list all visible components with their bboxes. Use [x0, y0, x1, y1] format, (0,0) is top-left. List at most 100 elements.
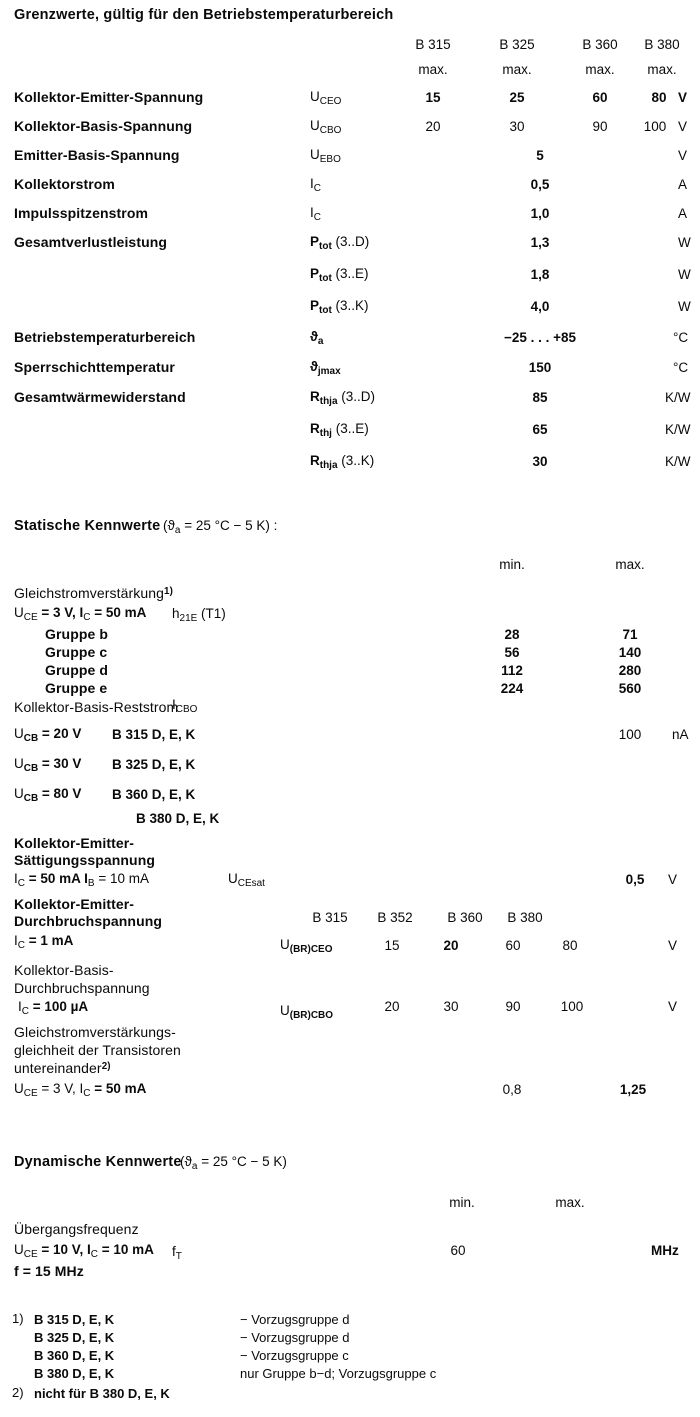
limits-unit: V [678, 90, 688, 105]
saturation-condition: IC = 50 mA IB = 10 mA [14, 871, 149, 889]
limits-unit: A [678, 206, 688, 221]
matching-label-line1: Gleichstromverstärkungs- [14, 1024, 176, 1040]
saturation-label-line2: Sättigungsspannung [14, 852, 156, 868]
breakdown-ceo-value: 80 [562, 938, 578, 953]
gain-group-min: 224 [500, 681, 524, 696]
dynamic-heading: Dynamische Kennwerte [14, 1154, 182, 1170]
saturation-unit: V [668, 872, 678, 887]
limits-unit: W [678, 299, 691, 314]
saturation-symbol: UCEsat [228, 871, 265, 889]
leakage-types: B 315 D, E, K [112, 727, 196, 742]
limits-span-value: 65 [532, 422, 548, 437]
footnote-marker-2: 2) [12, 1385, 24, 1400]
leakage-types: B 380 D, E, K [136, 811, 220, 826]
footnote-type: B 315 D, E, K [34, 1312, 115, 1327]
gain-group-min: 28 [504, 627, 520, 642]
footnote-note: nur Gruppe b−d; Vorzugsgruppe c [240, 1366, 437, 1381]
limits-row-symbol: ϑjmax [310, 359, 341, 377]
transit-symbol: fT [172, 1244, 182, 1262]
limits-unit: V [678, 148, 688, 163]
leakage-label: Kollektor-Basis-Reststrom [14, 699, 179, 715]
breakdown-cbo-value: 100 [560, 999, 584, 1014]
footnote-note: − Vorzugsgruppe c [240, 1348, 349, 1363]
footnote-marker-1: 1) [12, 1311, 24, 1326]
transit-unit: MHz [651, 1243, 679, 1258]
breakdown-type-header-0: B 315 [312, 910, 348, 925]
limits-span-value: 1,8 [530, 267, 550, 282]
dynamic-heading-condition: (ϑa = 25 °C − 5 K) [180, 1154, 287, 1172]
limits-row-symbol: ϑa [310, 329, 324, 347]
gain-group-max: 71 [622, 627, 638, 642]
transit-min: 60 [450, 1243, 466, 1258]
limits-row-label: Gesamtwärmewiderstand [14, 389, 186, 405]
limits-row-label: Kollektor-Emitter-Spannung [14, 89, 204, 105]
transit-label: Übergangsfrequenz [14, 1221, 139, 1237]
limits-sub-header-3: max. [647, 62, 677, 77]
breakdown-cbo-symbol: U(BR)CBO [280, 1003, 334, 1021]
limits-row-symbol: IC [310, 205, 321, 223]
breakdown-type-header-1: B 352 [377, 910, 413, 925]
limits-row-label: Impulsspitzenstrom [14, 205, 149, 221]
limits-cell-value: 80 [651, 90, 667, 105]
dynamic-col-min: min. [449, 1195, 475, 1210]
leakage-unit: nA [672, 727, 689, 742]
limits-span-value: 0,5 [530, 177, 550, 192]
gain-group-name: Gruppe b [45, 626, 109, 642]
breakdown-cbo-condition: IC = 100 µA [18, 999, 89, 1017]
gain-symbol: h21E (T1) [172, 606, 226, 624]
limits-row-label: Kollektor-Basis-Spannung [14, 118, 193, 134]
limits-row-label: Betriebstemperaturbereich [14, 329, 196, 345]
matching-label-line3: untereinander2) [14, 1060, 111, 1076]
limits-row-symbol: UCBO [310, 118, 342, 136]
limits-type-header-0: B 315 [415, 37, 451, 52]
breakdown-cbo-value: 20 [384, 999, 400, 1014]
matching-min: 0,8 [502, 1082, 522, 1097]
static-col-min: min. [499, 557, 525, 572]
limits-cell-value: 15 [425, 90, 441, 105]
footnote-note: − Vorzugsgruppe d [240, 1312, 350, 1327]
breakdown-cbo-label-line2: Durchbruchspannung [14, 980, 150, 996]
limits-unit: °C [673, 330, 689, 345]
limits-span-value: 1,0 [530, 206, 550, 221]
limits-row-symbol: Rthj (3..E) [310, 421, 369, 439]
breakdown-cbo-unit: V [668, 999, 678, 1014]
leakage-condition: UCB = 30 V [14, 756, 82, 774]
footnote-type: B 380 D, E, K [34, 1366, 115, 1381]
footnote-note: − Vorzugsgruppe d [240, 1330, 350, 1345]
gain-group-min: 112 [501, 663, 523, 678]
limits-span-value: 1,3 [530, 235, 550, 250]
limits-row-label: Gesamtverlustleistung [14, 234, 168, 250]
limits-type-header-2: B 360 [582, 37, 618, 52]
limits-type-header-1: B 325 [499, 37, 535, 52]
leakage-condition: UCB = 80 V [14, 786, 82, 804]
gain-title: Gleichstromverstärkung1) [14, 585, 173, 601]
limits-type-header-3: B 380 [644, 37, 680, 52]
gain-group-name: Gruppe e [45, 680, 108, 696]
limits-span-value: −25 . . . +85 [503, 330, 577, 345]
limits-row-label: Sperrschichttemperatur [14, 359, 175, 375]
static-heading-condition: (ϑa = 25 °C − 5 K) : [163, 518, 278, 536]
limits-unit: K/W [665, 390, 691, 405]
limits-unit: °C [673, 360, 689, 375]
breakdown-cbo-value: 30 [443, 999, 459, 1014]
limits-unit: W [678, 267, 691, 282]
matching-max: 1,25 [619, 1082, 647, 1097]
saturation-label-line1: Kollektor-Emitter- [14, 835, 135, 851]
gain-group-name: Gruppe c [45, 644, 108, 660]
breakdown-cbo-label-line1: Kollektor-Basis- [14, 962, 114, 978]
breakdown-ceo-value: 60 [505, 938, 521, 953]
limits-sub-header-0: max. [418, 62, 448, 77]
limits-span-value: 4,0 [530, 299, 550, 314]
breakdown-ceo-label-line2: Durchbruchspannung [14, 913, 163, 929]
transit-condition-line2: f = 15 MHz [14, 1263, 84, 1279]
limits-row-symbol: Ptot (3..D) [310, 234, 370, 252]
breakdown-type-header-3: B 380 [507, 910, 543, 925]
limits-span-value: 5 [536, 148, 544, 163]
limits-row-label: Kollektorstrom [14, 176, 115, 192]
limits-span-value: 150 [528, 360, 552, 375]
limits-cell-value: 20 [425, 119, 441, 134]
gain-group-min: 56 [504, 645, 520, 660]
breakdown-type-header-2: B 360 [447, 910, 483, 925]
limits-span-value: 85 [532, 390, 548, 405]
